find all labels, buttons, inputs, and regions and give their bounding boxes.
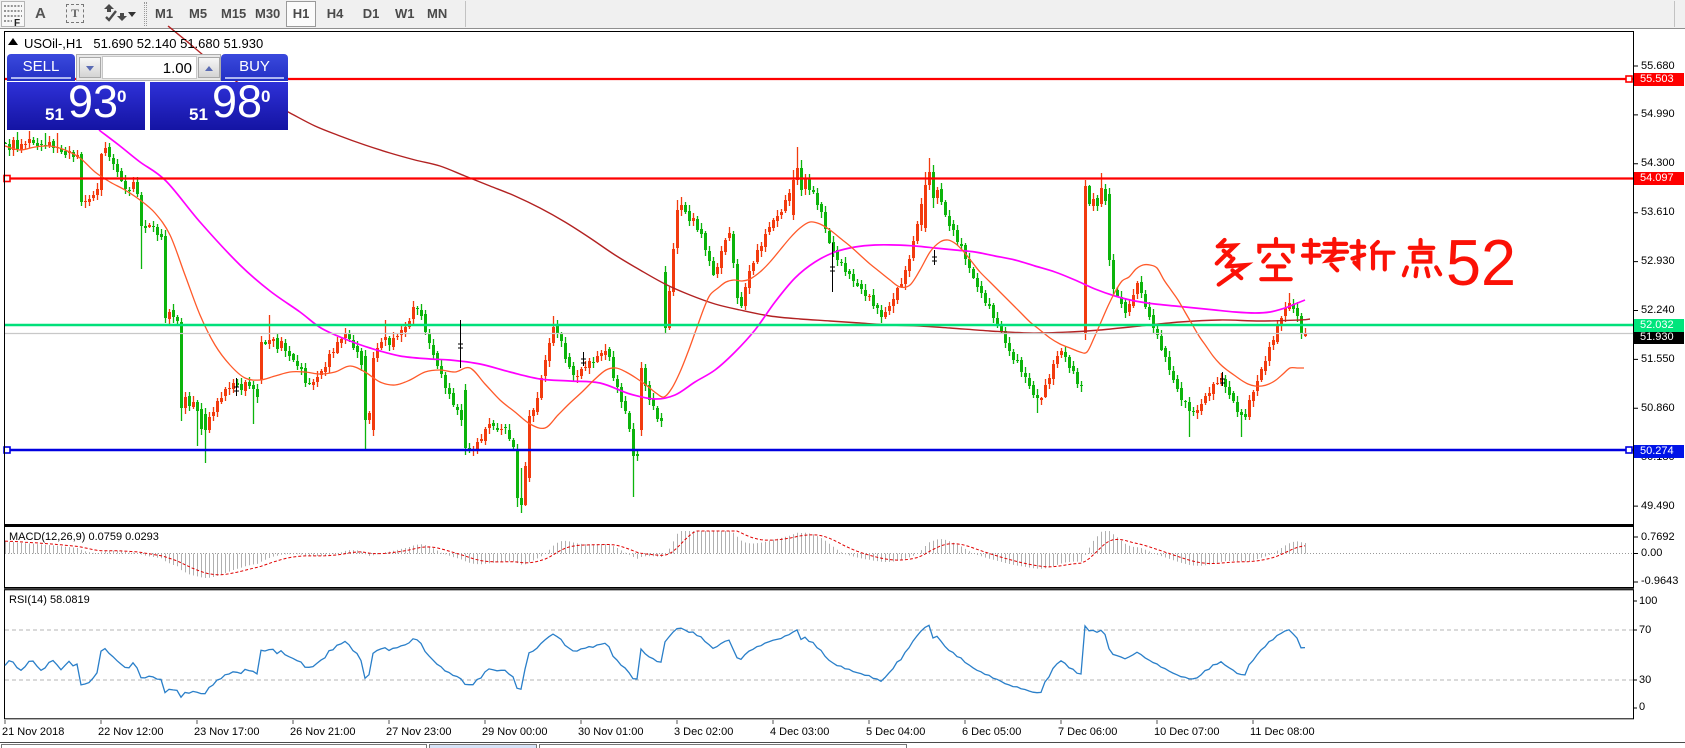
- svg-text:52: 52: [1446, 233, 1516, 293]
- svg-text:F: F: [14, 18, 20, 26]
